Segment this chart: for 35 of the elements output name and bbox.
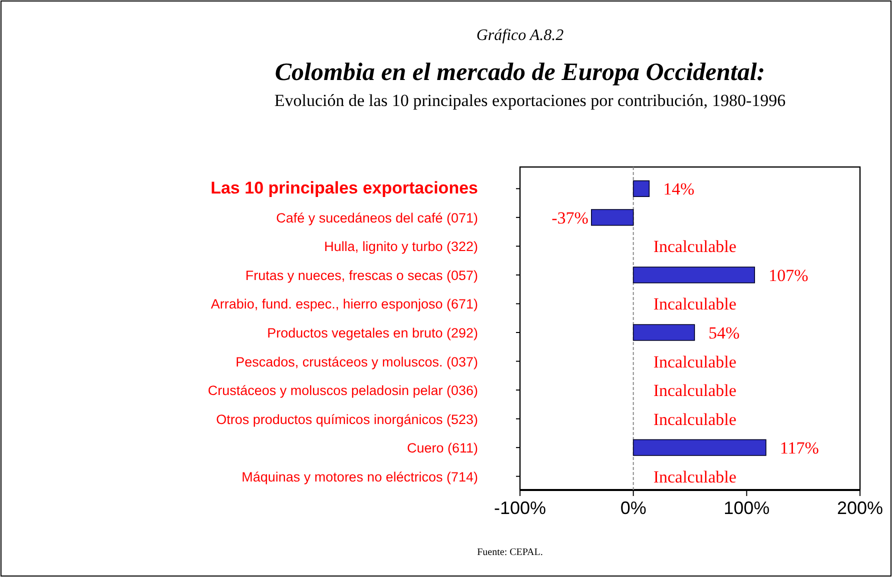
data-label: -37% xyxy=(552,208,588,228)
y-tick-label: Máquinas y motores no eléctricos (714) xyxy=(242,469,478,484)
y-tick-label: Hulla, lignito y turbo (322) xyxy=(324,239,478,254)
x-tick-label: 0% xyxy=(620,498,646,518)
x-tick-label: 200% xyxy=(836,498,884,518)
y-tick-label: Otros productos químicos inorgánicos (523) xyxy=(216,412,478,427)
y-tick-label: Las 10 principales exportaciones xyxy=(210,178,478,198)
data-label: 117% xyxy=(780,438,819,458)
y-tick-label: Café y sucedáneos del café (071) xyxy=(276,210,478,226)
text: Incalculable xyxy=(653,294,736,314)
x-tick-label: -100% xyxy=(494,498,546,518)
data-label: 14% xyxy=(663,180,694,199)
text: Incalculable xyxy=(653,237,736,256)
text: Incalculable xyxy=(653,352,736,372)
bar xyxy=(632,439,766,456)
source-note: Fuente: CEPAL. xyxy=(477,547,543,558)
y-tick-label: Cuero (611) xyxy=(406,440,478,456)
chart-subtitle: Evolución de las 10 principales exportaciones por contribución, 1980-1996 xyxy=(274,91,786,110)
y-tick-label: Crustáceos y moluscos peladosin pelar (036) xyxy=(208,383,478,398)
bar xyxy=(632,180,650,197)
text: Incalculable xyxy=(653,381,736,400)
chart-title: Colombia en el mercado de Europa Occidental: xyxy=(274,59,766,86)
y-tick-label: Arrabio, fund. espec., hierro esponjoso (671) xyxy=(210,296,478,312)
y-tick-label: Pescados, crustáceos y moluscos. (037) xyxy=(236,354,478,370)
data-label: 54% xyxy=(708,324,740,342)
text: Gráfico A.8.2 xyxy=(476,27,564,44)
y-tick-label: Productos vegetales en bruto (292) xyxy=(267,326,478,340)
y-tick-label: Frutas y nueces, frescas o secas (057) xyxy=(245,268,478,283)
x-tick-label: 100% xyxy=(724,498,770,518)
bar xyxy=(632,324,695,341)
text: Incalculable xyxy=(653,467,736,486)
text: Incalculable xyxy=(653,410,736,429)
bar xyxy=(632,266,755,284)
bar xyxy=(591,209,634,226)
data-label: 107% xyxy=(768,266,808,285)
